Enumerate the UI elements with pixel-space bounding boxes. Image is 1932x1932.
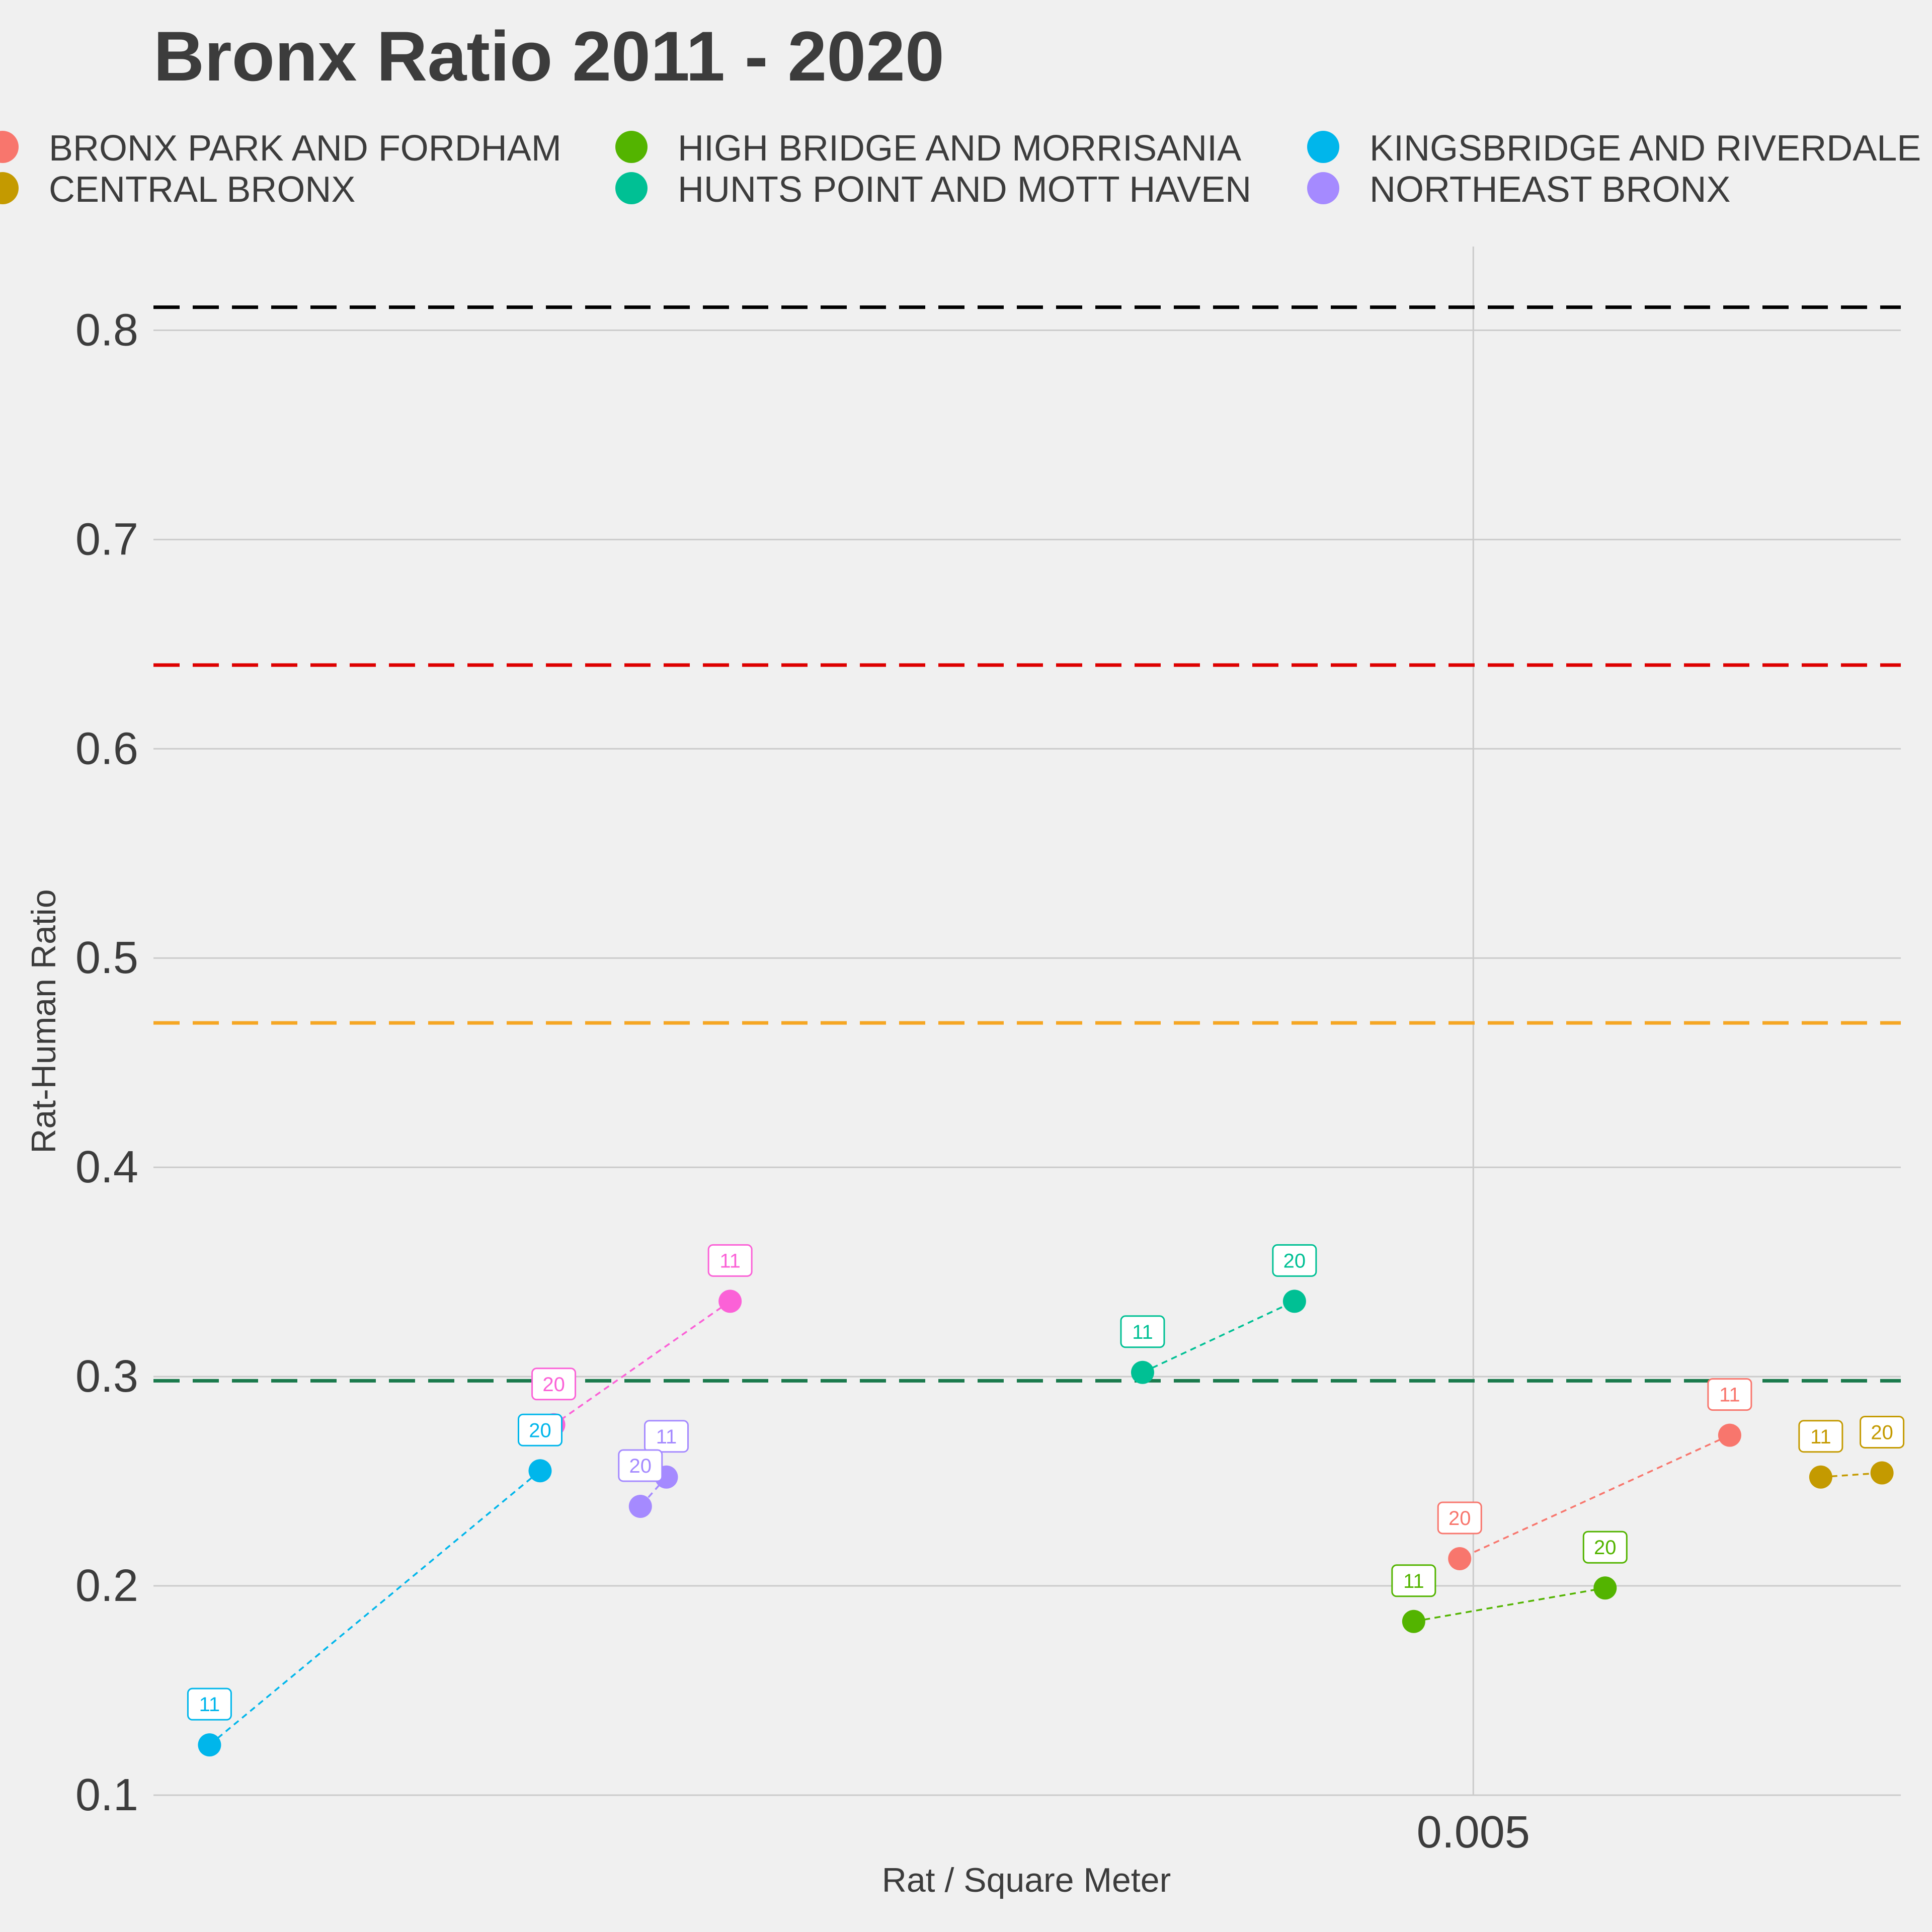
point-label: 20 [629,1455,652,1477]
data-point [628,1494,652,1518]
legend-key-icon [615,172,648,204]
point-label-box [1582,1531,1628,1564]
data-point [1809,1465,1832,1489]
y-tick-label: 0.4 [75,1142,138,1192]
point-label: 20 [529,1419,551,1441]
legend-key-icon [0,131,19,163]
connector-line [209,1470,541,1746]
chart-title: Bronx Ratio 2011 - 2020 [153,17,944,96]
data-point [198,1733,221,1757]
legend-key-icon [0,172,19,204]
point-label-box [1120,1315,1165,1348]
legend-key-icon [1307,131,1339,163]
legend-key-icon [615,131,648,163]
point-label-box [643,1420,689,1453]
point-label: 20 [1594,1537,1617,1559]
point-label: 11 [1132,1321,1153,1343]
point-label: 20 [1871,1421,1893,1443]
y-tick-label: 0.1 [75,1770,138,1820]
connector-line [1459,1434,1730,1560]
data-point [1282,1290,1306,1313]
point-label-box [517,1413,562,1446]
point-label-box [1391,1564,1436,1597]
data-point [1718,1423,1741,1447]
point-label-box [618,1449,663,1482]
connector-line [553,1300,731,1426]
legend-entry-label: KINGSBRIDGE AND RIVERDALE [1370,128,1921,169]
point-label: 11 [1810,1426,1831,1448]
data-point [528,1459,552,1483]
point-label-box [1707,1378,1752,1411]
axis-tick-labels: 0.1 0.2 0.3 0.4 0.5 0.6 0.7 0.8 0.005 [75,305,1530,1858]
point-label: 20 [1283,1250,1306,1272]
legend-entry-label: HIGH BRIDGE AND MORRISANIA [678,128,1241,169]
point-label: 11 [199,1694,220,1716]
legend-entry-label: CENTRAL BRONX [49,170,355,210]
y-tick-label: 0.3 [75,1351,138,1402]
y-tick-label: 0.6 [75,723,138,774]
point-label: 20 [542,1374,565,1396]
point-label-box [707,1244,753,1277]
point-label: 11 [1719,1384,1740,1406]
point-label-box [1798,1420,1843,1453]
x-axis-label: Rat / Square Meter [882,1861,1171,1899]
point-label: 11 [719,1250,741,1272]
y-tick-label: 0.8 [75,305,138,355]
point-label-box [187,1687,232,1721]
y-tick-label: 0.2 [75,1561,138,1611]
data-point [1593,1576,1617,1600]
y-tick-label: 0.5 [75,933,138,983]
point-label-box [1860,1415,1905,1448]
legend-entry-label: HUNTS POINT AND MOTT HAVEN [678,170,1251,210]
reference-lines [153,305,1901,1383]
point-label-box [1272,1244,1317,1277]
x-tick-label: 0.005 [1417,1807,1530,1858]
grid [153,247,1901,1796]
data-point [1131,1360,1154,1384]
point-label-box [1437,1501,1482,1535]
data-point [718,1290,742,1313]
legend-entry-label: NORTHEAST BRONX [1370,170,1730,210]
y-axis-label: Rat-Human Ratio [25,889,63,1153]
legend-key-icon [1307,172,1339,204]
data-point [1448,1547,1472,1570]
y-tick-label: 0.7 [75,514,138,565]
point-label: 20 [1448,1507,1471,1530]
legend-entry-label: BRONX PARK AND FORDHAM [49,128,561,169]
data-point [1402,1609,1425,1633]
data-points [198,1290,1894,1757]
connector-line [1413,1587,1605,1623]
point-label: 11 [1403,1570,1424,1592]
point-label-box [531,1367,577,1401]
point-label: 11 [656,1426,677,1448]
connector-line [1142,1300,1295,1374]
data-point [1870,1461,1894,1485]
